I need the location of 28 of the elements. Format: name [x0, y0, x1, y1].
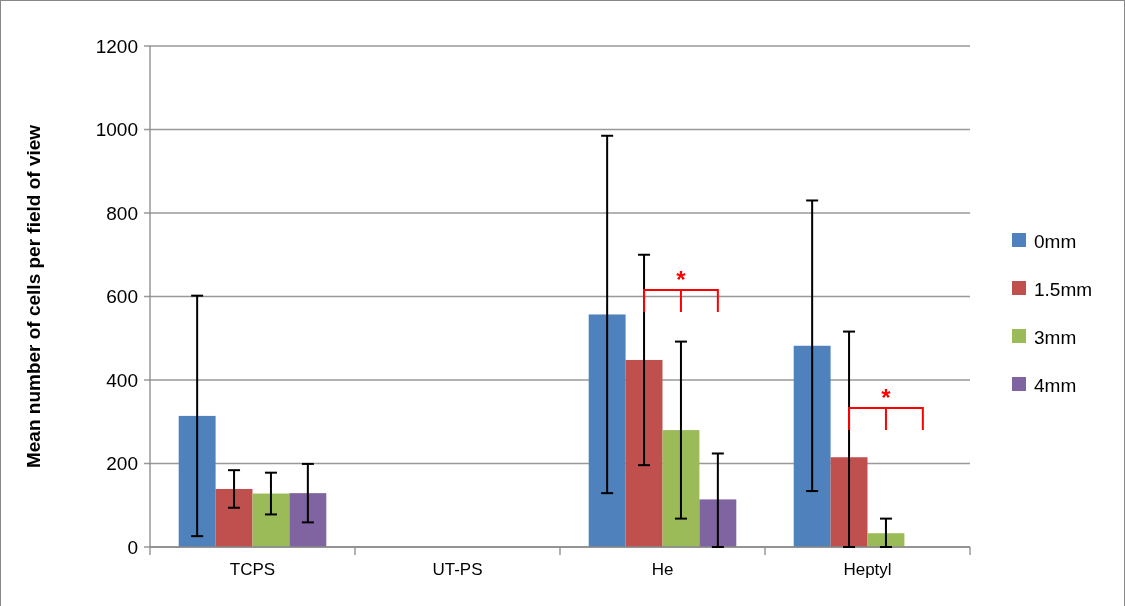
annotation: *	[881, 384, 892, 411]
y-tick-label: 1000	[95, 119, 138, 141]
x-tick-label: TCPS	[229, 560, 276, 579]
legend-label: 3mm	[1034, 326, 1077, 348]
legend-label: 4mm	[1034, 374, 1077, 396]
bar	[699, 499, 737, 547]
x-tick-label: Heptyl	[843, 560, 892, 579]
y-tick-label: 400	[106, 369, 138, 391]
x-tick-label: He	[651, 560, 674, 579]
x-tick-label: UT-PS	[432, 560, 483, 579]
bar	[830, 457, 868, 547]
legend-label: 0mm	[1034, 230, 1077, 252]
y-tick-label: 200	[106, 453, 138, 475]
bar	[178, 415, 216, 547]
annotation: *	[676, 266, 687, 293]
bar	[625, 359, 663, 547]
bar	[289, 493, 327, 547]
y-tick-label: 1200	[95, 35, 138, 57]
bar	[215, 488, 253, 547]
bar	[662, 430, 700, 547]
y-tick-label: 0	[127, 536, 138, 558]
bar	[588, 314, 626, 547]
legend-label: 1.5mm	[1034, 278, 1093, 300]
y-tick-label: 600	[106, 286, 138, 308]
bar	[252, 493, 290, 547]
y-axis-title: Mean number of cells per field of view	[23, 124, 44, 469]
bar	[793, 345, 831, 547]
y-tick-label: 800	[106, 202, 138, 224]
